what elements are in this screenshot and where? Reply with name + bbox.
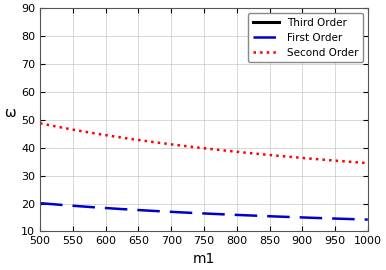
First Order: [366, 218, 370, 221]
Line: First Order: First Order: [40, 203, 368, 220]
Second Order: [233, 150, 237, 153]
First Order: [38, 201, 42, 205]
Line: Second Order: Second Order: [40, 123, 368, 163]
Second Order: [306, 157, 311, 160]
Second Order: [38, 122, 42, 125]
First Order: [233, 213, 237, 217]
Second Order: [193, 146, 198, 149]
Second Order: [195, 146, 200, 149]
Y-axis label: ω: ω: [4, 106, 16, 120]
First Order: [195, 212, 200, 215]
First Order: [193, 211, 198, 215]
Second Order: [366, 161, 370, 165]
Legend: Third Order, First Order, Second Order: Third Order, First Order, Second Order: [249, 14, 362, 62]
Second Order: [215, 148, 220, 151]
First Order: [306, 216, 311, 219]
Second Order: [358, 161, 362, 164]
X-axis label: m1: m1: [193, 252, 215, 266]
First Order: [358, 218, 362, 221]
First Order: [215, 212, 220, 216]
